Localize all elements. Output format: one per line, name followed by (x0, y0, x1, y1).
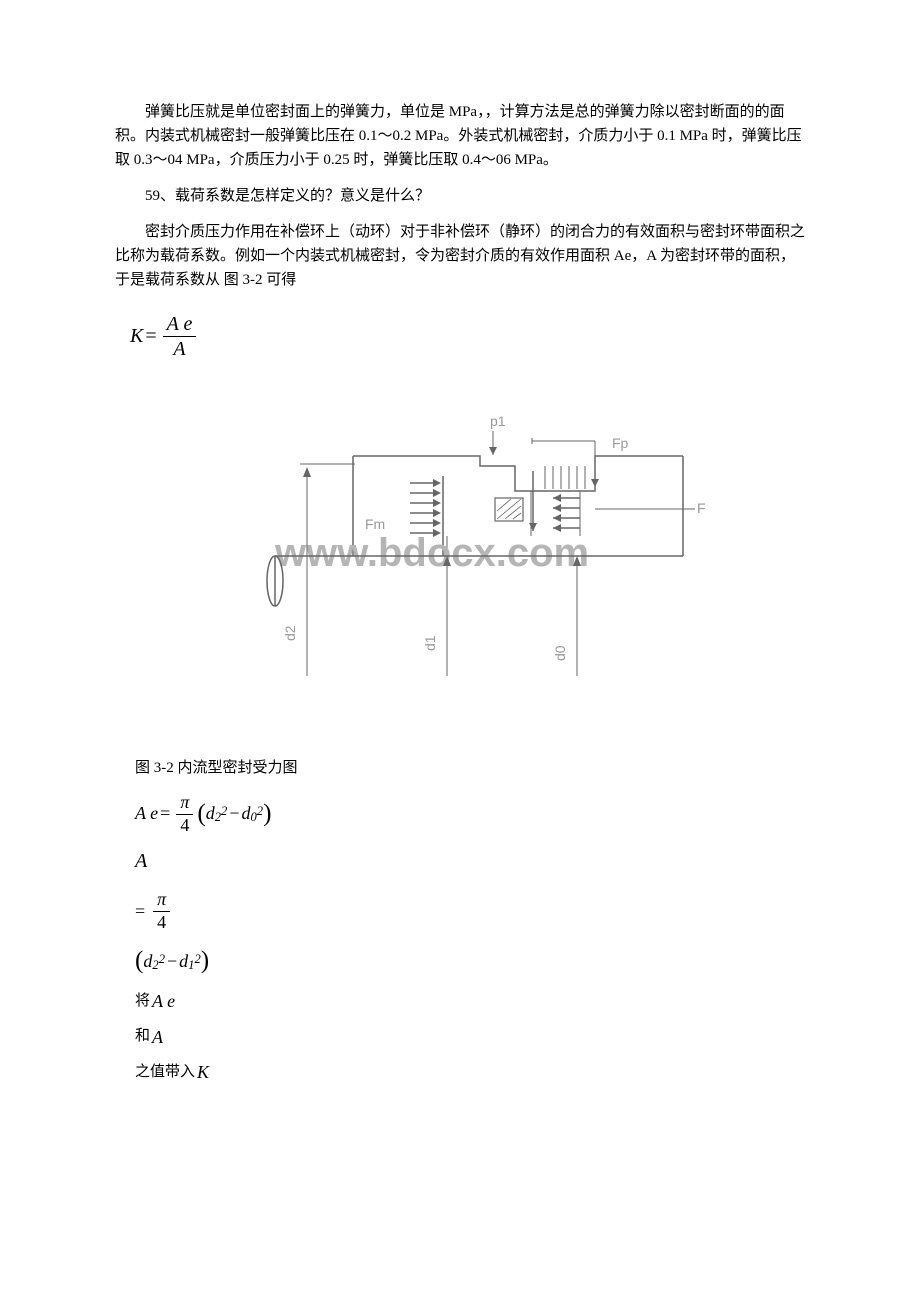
minus: − (229, 802, 239, 825)
formula-a-value: = π 4 ( d 2 2 − d 1 2 ) (135, 889, 805, 978)
fm-arrows (410, 479, 441, 537)
ae-pi: π (176, 792, 193, 815)
ft-arrows (553, 494, 580, 532)
d2: d (206, 802, 215, 825)
watermark: www.bdocx.com (274, 531, 589, 575)
formula-fraction: A e A (163, 312, 197, 361)
label-d2: d2 (282, 625, 298, 641)
zhidairu: 之值带入 (135, 1063, 195, 1083)
label-d0: d0 (552, 645, 568, 661)
fraction-numerator: A e (163, 312, 197, 337)
a-four: 4 (153, 912, 170, 934)
paragraph-2: 密封介质压力作用在补偿环上（动环）对于非补偿环（静环）的闭合力的有效面积与密封环… (115, 220, 805, 292)
figure-caption: 图 3-2 内流型密封受力图 (135, 756, 805, 777)
label-p1: p1 (490, 413, 506, 429)
formula-k-definition: K = A e A (115, 312, 805, 361)
formula-jiang-ae: 将 A e (135, 990, 805, 1013)
a-fraction: π 4 (153, 889, 170, 933)
a-pi: π (153, 889, 170, 912)
ae-eq: = (160, 802, 170, 825)
label-d1: d1 (422, 635, 438, 651)
fraction-denominator: A (169, 337, 189, 361)
aminus: − (167, 950, 177, 973)
k-var: K (197, 1061, 209, 1084)
seal-force-diagram: p1 Fp Ft (215, 411, 805, 706)
ae2: A e (152, 990, 175, 1013)
ae-label: A e (135, 802, 158, 825)
d2-sup: 2 (221, 803, 227, 819)
formula-eq: = (145, 325, 156, 348)
ad1-sup: 2 (194, 951, 200, 967)
a-var: A (135, 850, 147, 872)
ad2: d (143, 950, 152, 973)
formula-he-a: 和 A (135, 1026, 805, 1049)
a2: A (152, 1026, 163, 1049)
paragraph-1: 弹簧比压就是单位密封面上的弹簧力，单位是 MPa，，计算方法是总的弹簧力除以密封… (115, 100, 805, 172)
formula-lhs: K (130, 325, 143, 348)
formula-ae: A e = π 4 ( d 2 2 − d 0 2 ) (135, 792, 805, 836)
ae-four: 4 (176, 815, 193, 837)
he: 和 (135, 1027, 150, 1047)
label-fp: Fp (612, 435, 629, 451)
fp-arrows (545, 466, 585, 489)
ad2-sup: 2 (159, 951, 165, 967)
formula-zhidairu-k: 之值带入 K (135, 1061, 805, 1084)
ad1: d (179, 950, 188, 973)
d0: d (242, 802, 251, 825)
diagram-svg: p1 Fp Ft (215, 411, 705, 701)
formula-a-label: A (135, 848, 805, 874)
jiang: 将 (135, 992, 150, 1012)
a-paren: ( d 2 2 − d 1 2 ) (135, 945, 209, 978)
d0-sup: 2 (257, 803, 263, 819)
ae-fraction: π 4 (176, 792, 193, 836)
label-fm: Fm (365, 516, 385, 532)
question-59: 59、载荷系数是怎样定义的？意义是什么？ (115, 184, 805, 208)
label-ft: Ft (697, 500, 705, 516)
ae-paren: ( d 2 2 − d 0 2 ) (197, 798, 271, 831)
